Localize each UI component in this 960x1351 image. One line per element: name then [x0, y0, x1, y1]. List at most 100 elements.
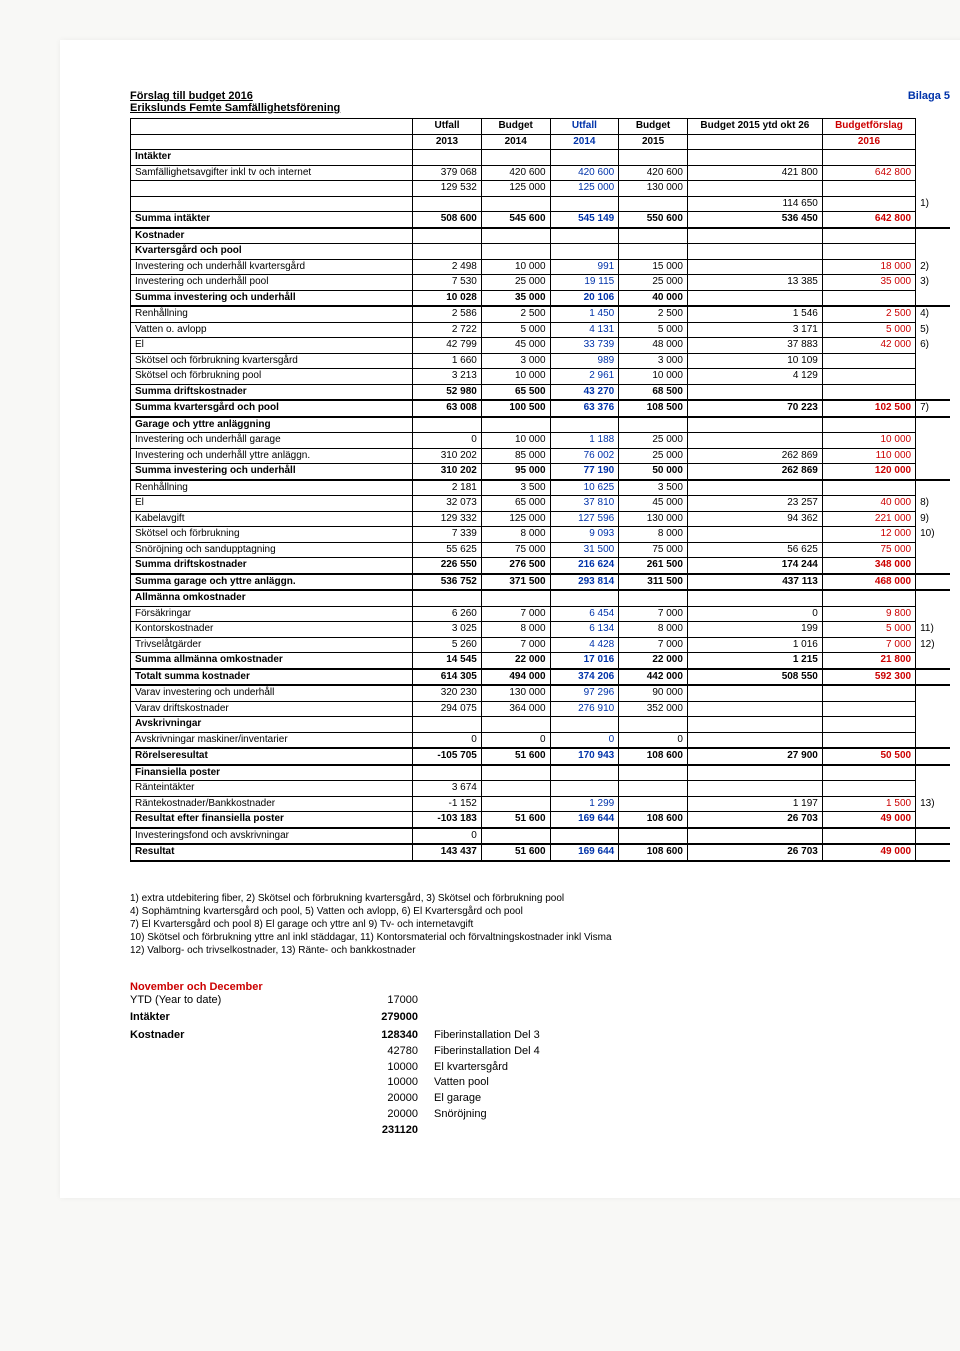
cell: 5 000: [822, 622, 915, 638]
cell: 7 000: [619, 637, 688, 653]
cell: 0: [550, 732, 619, 748]
cell: 35 000: [481, 290, 550, 306]
cell: 31 500: [550, 542, 619, 558]
extra-cell: El kvartersgård: [426, 1060, 548, 1076]
cell: 26 703: [687, 844, 822, 861]
cell: 110 000: [822, 448, 915, 464]
cell: 76 002: [550, 448, 619, 464]
row-note: [916, 781, 950, 797]
cell: 56 625: [687, 542, 822, 558]
row-label: [131, 181, 413, 197]
cell: 52 980: [413, 384, 482, 400]
extra-table: YTD (Year to date)17000Intäkter279000Kos…: [130, 993, 548, 1139]
extra-cell: 231120: [358, 1123, 426, 1139]
cell: 70 223: [687, 400, 822, 417]
table-row: 129 532125 000125 000130 000: [131, 181, 951, 197]
cell: 130 000: [481, 685, 550, 701]
row-label: Summa driftskostnader: [131, 558, 413, 574]
row-label: Summa driftskostnader: [131, 384, 413, 400]
row-note: [916, 290, 950, 306]
cell: 364 000: [481, 701, 550, 717]
table-row: Kvartersgård och pool: [131, 244, 951, 260]
cell: 40 000: [822, 496, 915, 512]
cell: 3 000: [619, 353, 688, 369]
cell: [822, 732, 915, 748]
table-row: Skötsel och förbrukning kvartersgård1 66…: [131, 353, 951, 369]
row-note: [916, 165, 950, 181]
row-label: Skötsel och förbrukning: [131, 527, 413, 543]
cell: [687, 701, 822, 717]
cell: 5 000: [481, 322, 550, 338]
cell: 276 910: [550, 701, 619, 717]
cell: 125 000: [481, 181, 550, 197]
row-label: Resultat: [131, 844, 413, 861]
extra-cell: 279000: [358, 1010, 426, 1026]
table-row: Räntekostnader/Bankkostnader-1 1521 2991…: [131, 796, 951, 812]
row-note: [916, 212, 950, 228]
extra-cell: Vatten pool: [426, 1075, 548, 1091]
table-body: IntäkterSamfällighetsavgifter inkl tv oc…: [131, 150, 951, 861]
cell: [550, 781, 619, 797]
cell: 170 943: [550, 748, 619, 765]
row-label: Investering och underhåll yttre anläggn.: [131, 448, 413, 464]
cell: 6 260: [413, 606, 482, 622]
cell: 592 300: [822, 669, 915, 686]
row-note: [916, 448, 950, 464]
cell: 37 810: [550, 496, 619, 512]
cell: 65 500: [481, 384, 550, 400]
row-label: Summa investering och underhåll: [131, 290, 413, 306]
row-label: Skötsel och förbrukning kvartersgård: [131, 353, 413, 369]
cell: 25 000: [619, 433, 688, 449]
extra-row: Kostnader128340Fiberinstallation Del 3: [130, 1028, 548, 1044]
cell: [822, 353, 915, 369]
cell: 45 000: [619, 496, 688, 512]
col-header: Utfall: [413, 119, 482, 135]
table-row: Investeringsfond och avskrivningar0: [131, 828, 951, 845]
table-row: Varav driftskostnader294 075364 000276 9…: [131, 701, 951, 717]
cell: 6 134: [550, 622, 619, 638]
cell: 0: [413, 732, 482, 748]
row-label: [131, 196, 413, 212]
col-header: Budget 2015 ytd okt 26: [687, 119, 822, 135]
cell: 226 550: [413, 558, 482, 574]
cell: 3 213: [413, 369, 482, 385]
row-note: 5): [916, 322, 950, 338]
cell: 0: [413, 433, 482, 449]
extra-row: 20000El garage: [130, 1091, 548, 1107]
table-row: Investering och underhåll kvartersgård2 …: [131, 259, 951, 275]
cell: [687, 181, 822, 197]
extra-cell: [426, 993, 548, 1009]
bilaga-label: Bilaga 5: [908, 90, 950, 102]
row-label: Varav investering och underhåll: [131, 685, 413, 701]
cell: 7 000: [481, 637, 550, 653]
table-row: Summa allmänna omkostnader14 54522 00017…: [131, 653, 951, 669]
table-row: Vatten o. avlopp2 7225 0004 1315 0003 17…: [131, 322, 951, 338]
extra-cell: [426, 1010, 548, 1026]
table-row: Investering och underhåll pool7 53025 00…: [131, 275, 951, 291]
table-row: Totalt summa kostnader614 305494 000374 …: [131, 669, 951, 686]
col-header: Budget: [481, 119, 550, 135]
cell: 199: [687, 622, 822, 638]
cell: 5 000: [619, 322, 688, 338]
doc-title: Förslag till budget 2016: [130, 90, 253, 102]
row-label: Trivselåtgärder: [131, 637, 413, 653]
row-note: [916, 369, 950, 385]
extra-cell: Kostnader: [130, 1028, 358, 1044]
cell: 642 800: [822, 165, 915, 181]
cell: 7 530: [413, 275, 482, 291]
cell: 25 000: [481, 275, 550, 291]
cell: 352 000: [619, 701, 688, 717]
cell: 125 000: [481, 511, 550, 527]
cell: 125 000: [550, 181, 619, 197]
row-note: 2): [916, 259, 950, 275]
table-row: Summa intäkter508 600545 600545 149550 6…: [131, 212, 951, 228]
cell: 989: [550, 353, 619, 369]
cell: 35 000: [822, 275, 915, 291]
cell: 169 644: [550, 812, 619, 828]
cell: 310 202: [413, 448, 482, 464]
row-note: [916, 181, 950, 197]
table-row: Varav investering och underhåll320 23013…: [131, 685, 951, 701]
row-label: Kabelavgift: [131, 511, 413, 527]
section-label: Allmänna omkostnader: [131, 590, 413, 606]
cell: 642 800: [822, 212, 915, 228]
